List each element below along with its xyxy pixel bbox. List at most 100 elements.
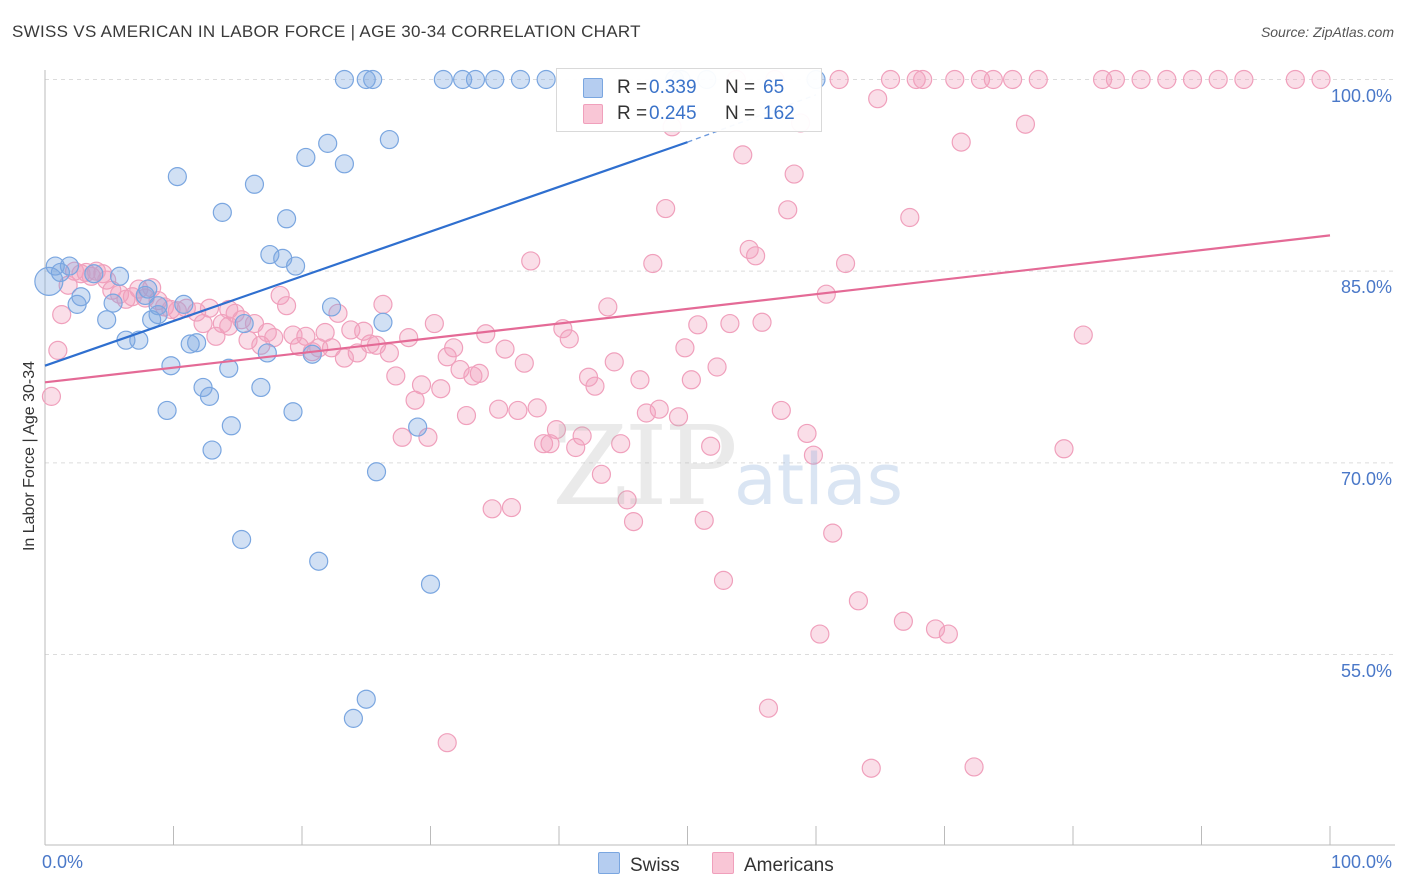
- americans-point-56: [399, 328, 419, 348]
- swiss-point-49: [363, 69, 383, 90]
- americans-point-125: [848, 591, 869, 611]
- swiss-point-34: [260, 244, 280, 265]
- americans-point-83: [572, 426, 592, 446]
- americans-point-140: [1003, 69, 1023, 90]
- swiss-point-57: [465, 69, 486, 90]
- americans-point-132: [913, 69, 933, 90]
- swiss-point-30: [234, 313, 254, 334]
- swiss-point-37: [283, 402, 303, 422]
- swiss-point-50: [366, 462, 387, 482]
- americans-point-37: [276, 296, 297, 316]
- americans-point-133: [925, 619, 946, 639]
- americans-point-67: [469, 363, 489, 383]
- swiss-point-31: [244, 174, 265, 194]
- y-tick-label-1: 85.0%: [1340, 277, 1392, 298]
- swiss-point-21: [180, 334, 200, 354]
- americans-point-127: [868, 89, 888, 109]
- americans-point-111: [752, 312, 772, 332]
- americans-point-6: [76, 262, 96, 283]
- americans-point-73: [508, 400, 528, 421]
- americans-swatch: [583, 104, 603, 124]
- americans-point-75: [521, 251, 541, 271]
- americans-point-89: [611, 434, 631, 454]
- swiss-point-19: [167, 167, 187, 187]
- americans-point-131: [906, 69, 926, 90]
- axes: [44, 70, 1395, 846]
- americans-point-101: [688, 315, 708, 335]
- swiss-point-16: [148, 305, 168, 325]
- swiss-point-26: [212, 202, 232, 222]
- swiss-n-label: N =: [725, 77, 756, 98]
- americans-point-148: [1157, 69, 1177, 90]
- americans-point-112: [758, 698, 779, 718]
- americans-point-102: [694, 510, 714, 530]
- americans-point-124: [835, 253, 856, 274]
- americans-point-104: [707, 357, 727, 377]
- americans-point-134: [938, 624, 958, 644]
- swiss-point-60: [536, 69, 556, 90]
- americans-point-1: [48, 340, 68, 360]
- americans-point-91: [623, 512, 644, 532]
- americans-point-103: [701, 436, 721, 456]
- americans-point-143: [1054, 439, 1074, 459]
- americans-point-142: [1028, 69, 1048, 90]
- americans-point-155: [219, 299, 239, 320]
- swiss-point-48: [356, 69, 376, 90]
- y-tick-label-3: 55.0%: [1340, 660, 1392, 681]
- americans-point-92: [630, 370, 650, 390]
- swiss-point-42: [318, 133, 338, 153]
- americans-point-146: [1105, 69, 1126, 90]
- americans-point-137: [964, 757, 984, 777]
- americans-point-77: [533, 434, 554, 454]
- americans-point-100: [681, 370, 701, 390]
- americans-point-106: [720, 313, 740, 334]
- americans-point-118: [797, 423, 817, 444]
- americans-point-79: [546, 420, 567, 440]
- americans-point-98: [668, 407, 689, 427]
- swiss-point-6: [84, 264, 104, 284]
- swiss-point-9: [109, 266, 130, 286]
- swiss-point-13: [138, 279, 158, 299]
- swiss-point-58: [485, 69, 505, 90]
- americans-point-63: [444, 338, 464, 358]
- americans-point-144: [1073, 325, 1093, 345]
- swiss-swatch: [583, 78, 603, 98]
- americans-point-110: [746, 246, 766, 266]
- americans-point-85: [585, 376, 605, 396]
- swiss-point-7: [97, 310, 117, 330]
- americans-point-122: [823, 523, 843, 543]
- americans-point-82: [566, 437, 586, 458]
- americans-point-20: [161, 299, 181, 320]
- chart-title: SWISS VS AMERICAN IN LABOR FORCE | AGE 3…: [12, 22, 641, 41]
- americans-r-label: R =: [617, 103, 648, 124]
- series-legend: Swiss Americans: [0, 852, 1406, 878]
- americans-point-71: [495, 339, 515, 359]
- americans-point-141: [1015, 114, 1036, 134]
- correlation-legend: R = 0.339 N = 65 R = 0.245 N = 162: [556, 68, 822, 132]
- americans-point-7: [81, 266, 101, 286]
- swiss-point-44: [334, 69, 355, 90]
- americans-r-value: 0.245: [649, 103, 697, 124]
- swiss-point-53: [408, 417, 428, 437]
- americans-point-128: [880, 69, 901, 90]
- y-tick-label-0: 100.0%: [1330, 85, 1392, 106]
- americans-point-70: [489, 399, 509, 419]
- swiss-point-36: [276, 209, 297, 229]
- americans-point-129: [893, 611, 913, 631]
- americans-point-68: [476, 324, 496, 344]
- americans-point-0: [41, 386, 62, 406]
- americans-point-94: [643, 253, 663, 274]
- americans-point-139: [983, 69, 1003, 90]
- swiss-legend-swatch: [598, 852, 620, 874]
- swiss-point-51: [373, 312, 393, 332]
- trendlines: [44, 94, 1331, 384]
- swiss-point-41: [309, 551, 329, 571]
- americans-n-label: N =: [725, 103, 756, 124]
- swiss-point-38: [285, 256, 306, 276]
- swiss-r-label: R =: [617, 77, 648, 98]
- americans-point-126: [861, 758, 881, 778]
- swiss-trendline-extension: [687, 94, 817, 143]
- swiss-legend-label: Swiss: [630, 855, 680, 876]
- americans-point-58: [411, 375, 432, 395]
- americans-point-119: [803, 445, 824, 465]
